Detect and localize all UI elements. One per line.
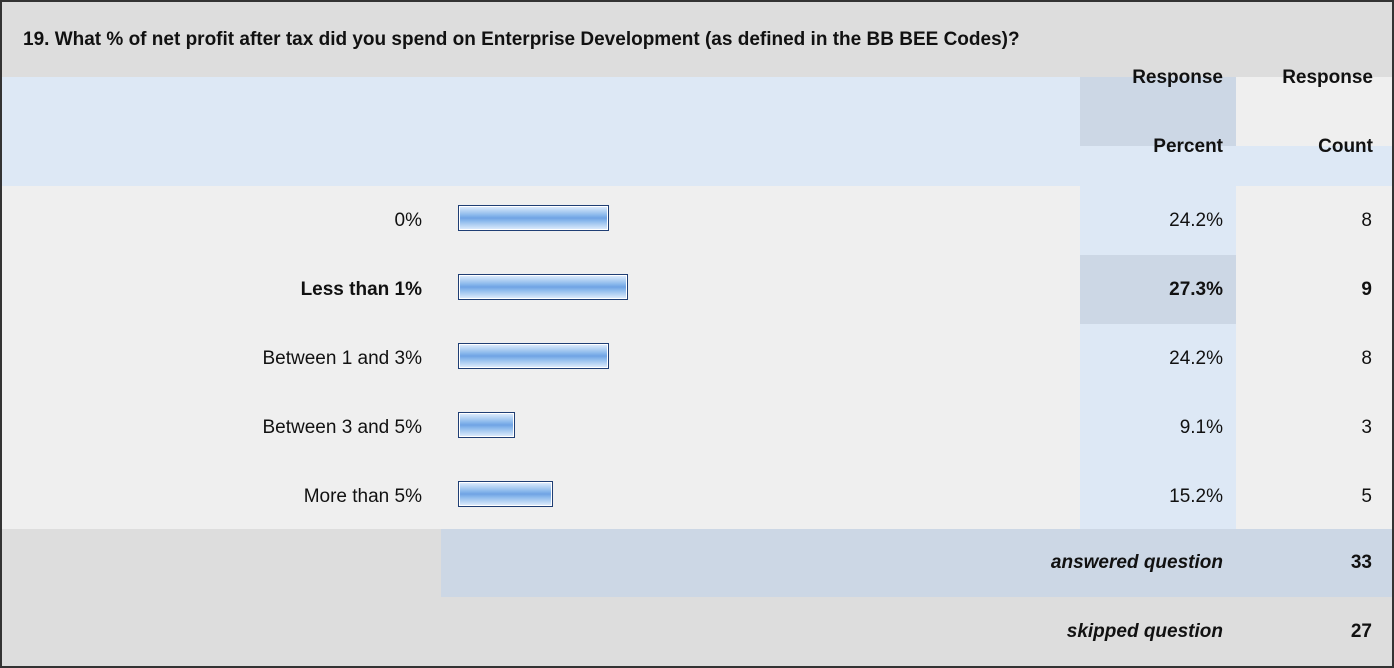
answer-label: 0% <box>394 210 422 231</box>
answer-label: More than 5% <box>303 486 422 507</box>
response-percent-header-line2: Percent <box>1153 135 1223 157</box>
response-bar <box>458 274 628 300</box>
response-percent: 24.2% <box>1080 324 1236 393</box>
answer-label: Between 1 and 3% <box>262 348 422 369</box>
column-header-row: Response Percent Response Count <box>2 67 1392 186</box>
response-bar <box>458 412 515 438</box>
answered-question-count: 33 <box>1350 552 1372 573</box>
response-count: 3 <box>1236 393 1392 462</box>
response-count: 8 <box>1236 186 1392 255</box>
answer-row: Between 3 and 5% 9.1% 3 <box>2 393 1392 462</box>
response-percent-header: Response Percent <box>1080 67 1236 157</box>
response-count: 9 <box>1236 255 1392 324</box>
answered-question-label: answered question <box>1050 552 1223 573</box>
answer-row: Between 1 and 3% 24.2% 8 <box>2 324 1392 393</box>
response-count: 8 <box>1236 324 1392 393</box>
response-percent: 15.2% <box>1080 462 1236 531</box>
response-bar <box>458 481 553 507</box>
answer-label: Between 3 and 5% <box>262 417 422 438</box>
response-percent: 24.2% <box>1080 186 1236 255</box>
answered-question-row: answered question 33 <box>2 529 1392 597</box>
response-count-header-line1: Response <box>1282 66 1373 88</box>
response-percent: 9.1% <box>1080 393 1236 462</box>
skipped-question-label: skipped question <box>1066 621 1223 642</box>
answer-row: More than 5% 15.2% 5 <box>2 462 1392 531</box>
answered-question-cell: answered question 33 <box>441 529 1392 597</box>
response-count-header: Response Count <box>1236 67 1392 157</box>
answer-row: Less than 1% 27.3% 9 <box>2 255 1392 324</box>
answer-row: 0% 24.2% 8 <box>2 186 1392 255</box>
response-bar <box>458 343 609 369</box>
response-count-header-line2: Count <box>1318 135 1373 157</box>
response-percent-header-line1: Response <box>1132 66 1223 88</box>
skipped-question-count: 27 <box>1350 621 1372 642</box>
answer-label: Less than 1% <box>300 279 422 300</box>
response-count: 5 <box>1236 462 1392 531</box>
question-title: 19. What % of net profit after tax did y… <box>2 2 1392 77</box>
skipped-question-row: skipped question 27 <box>2 597 1392 666</box>
response-percent: 27.3% <box>1080 255 1236 324</box>
skipped-question-cell: skipped question 27 <box>441 597 1392 666</box>
response-bar <box>458 205 609 231</box>
